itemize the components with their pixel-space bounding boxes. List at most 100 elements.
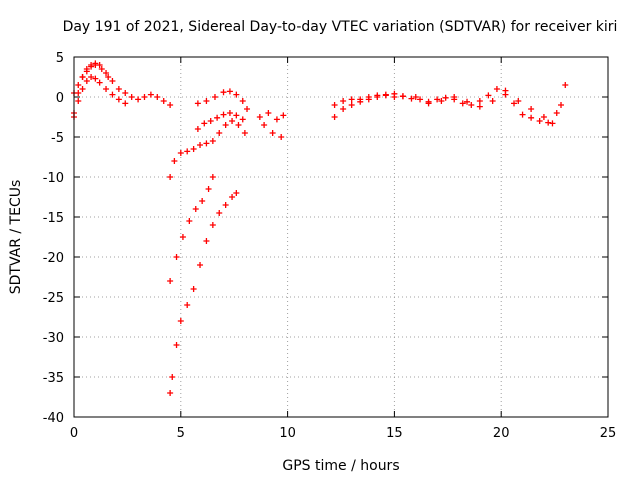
data-point	[115, 96, 122, 103]
plot-frame	[73, 56, 609, 418]
data-point	[177, 318, 184, 324]
data-point	[83, 78, 90, 84]
data-point	[92, 75, 99, 82]
data-point	[167, 278, 174, 284]
data-point	[408, 95, 415, 102]
data-point	[241, 130, 248, 136]
data-point	[365, 96, 372, 103]
data-point	[201, 120, 208, 127]
data-point	[489, 98, 496, 104]
data-point	[167, 174, 174, 180]
data-point	[184, 302, 191, 308]
data-point	[83, 68, 90, 75]
data-point	[141, 94, 148, 100]
data-point	[417, 96, 424, 103]
data-point	[79, 86, 86, 92]
series-track-f	[194, 88, 251, 112]
data-point	[412, 94, 419, 100]
data-point	[194, 126, 201, 132]
data-point	[476, 103, 483, 110]
data-point	[203, 140, 210, 147]
data-point	[549, 120, 556, 127]
y-tick-label: -35	[43, 371, 64, 386]
data-point	[216, 210, 223, 216]
data-point	[92, 62, 99, 68]
data-point	[476, 98, 483, 104]
data-point	[194, 100, 201, 107]
data-point	[553, 110, 560, 116]
y-tick-label: 5	[56, 51, 64, 66]
marks-layer	[71, 60, 569, 396]
data-point	[167, 390, 174, 396]
data-point	[239, 116, 246, 123]
data-point	[459, 100, 466, 107]
data-point	[442, 94, 449, 101]
data-point	[536, 118, 543, 124]
y-tick-label: -15	[43, 211, 64, 226]
data-point	[451, 94, 458, 100]
data-point	[244, 106, 251, 112]
data-point	[261, 122, 268, 128]
data-point	[105, 74, 112, 80]
data-point	[438, 98, 445, 104]
data-point	[357, 98, 364, 105]
data-point	[96, 79, 103, 86]
data-point	[468, 102, 475, 108]
data-point	[214, 114, 221, 121]
data-point	[103, 70, 110, 76]
y-tick-label: 0	[56, 91, 64, 106]
data-point	[203, 98, 210, 104]
data-point	[229, 194, 236, 200]
data-point	[209, 222, 216, 228]
series-track-h	[167, 190, 240, 396]
data-point	[167, 102, 174, 108]
data-point	[265, 110, 272, 116]
x-tick-label: 15	[386, 426, 403, 441]
data-point	[79, 74, 86, 80]
data-point	[464, 98, 471, 105]
data-point	[528, 114, 535, 121]
data-point	[197, 142, 204, 148]
y-tick-label: -5	[51, 131, 64, 146]
data-point	[207, 118, 214, 124]
series-track-g	[167, 174, 216, 284]
data-point	[128, 94, 135, 100]
ticks-layer: 0 5 10 15 20 25 5 0 -5 -10 -15 -20 -25 -30 -35 -40	[43, 51, 617, 441]
data-point	[147, 91, 154, 98]
x-axis-label: GPS time / hours	[282, 458, 399, 474]
chart-title: Day 191 of 2021, Sidereal Day-to-day VTE…	[63, 19, 618, 35]
data-point	[434, 96, 441, 103]
data-point	[233, 91, 240, 98]
data-point	[179, 234, 186, 240]
data-point	[190, 286, 197, 292]
data-point	[229, 118, 236, 124]
data-point	[192, 206, 199, 212]
data-point	[485, 92, 492, 99]
data-point	[348, 96, 355, 103]
data-point	[184, 148, 191, 155]
data-point	[235, 122, 242, 128]
data-point	[177, 150, 184, 156]
data-point	[203, 238, 210, 244]
data-point	[186, 218, 193, 224]
data-point	[528, 106, 535, 112]
data-point	[199, 198, 206, 204]
x-tick-label: 5	[177, 426, 185, 441]
data-point	[280, 112, 287, 119]
data-point	[562, 82, 569, 88]
data-point	[278, 134, 285, 140]
data-point	[256, 114, 263, 120]
data-point	[331, 114, 338, 120]
data-point	[171, 158, 178, 164]
data-point	[273, 116, 280, 123]
data-point	[233, 112, 240, 119]
data-point	[173, 342, 180, 348]
data-point	[226, 88, 233, 95]
data-point	[382, 91, 389, 98]
data-point	[222, 122, 229, 128]
series-track-j	[331, 82, 569, 126]
data-point	[425, 100, 432, 107]
data-point	[122, 100, 129, 107]
data-point	[374, 94, 381, 100]
